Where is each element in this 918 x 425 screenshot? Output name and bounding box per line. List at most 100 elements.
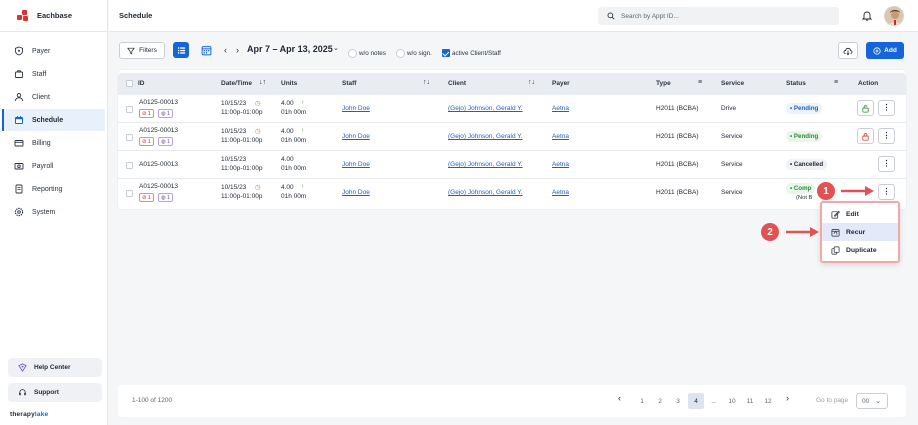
prev-week-icon[interactable]: ‹ xyxy=(224,45,227,55)
schedule-table: ID Date/Time ↓↑ Units Staff ↑↓ Client ↑↓… xyxy=(118,70,906,209)
sort-icon[interactable]: ↑↓ xyxy=(423,79,430,86)
col-action: Action xyxy=(858,80,879,87)
more-options-button[interactable]: ⋮ xyxy=(878,184,895,200)
menu-item-duplicate[interactable]: Duplicate xyxy=(822,241,898,259)
search-input[interactable] xyxy=(621,12,821,20)
table-row[interactable]: A0125-00013 10/15/23 11:00p-01:00p 4.00 … xyxy=(118,151,906,179)
col-datetime[interactable]: Date/Time xyxy=(221,80,252,87)
client-link[interactable]: (Gejo) Johnson, Gerald Y. xyxy=(448,189,523,196)
row-action-menu: Edit Recur Duplicate xyxy=(820,201,900,263)
error-badge: ⊘ 1 xyxy=(139,193,154,202)
client-link[interactable]: (Gejo) Johnson, Gerald Y. xyxy=(448,105,523,112)
support-label: Support xyxy=(34,389,59,396)
avatar[interactable] xyxy=(884,6,904,26)
table-row[interactable]: A0125-00013 ⊘ 1 ◍ 1 10/15/23 ◷ 11:00p-01:0… xyxy=(118,123,906,151)
sort-icon[interactable]: ↓↑ xyxy=(259,79,266,86)
col-id: ID xyxy=(138,80,145,87)
page-button[interactable]: 1 xyxy=(640,397,644,405)
page-button[interactable]: 2 xyxy=(658,397,662,405)
table-header: ID Date/Time ↓↑ Units Staff ↑↓ Client ↑↓… xyxy=(118,73,906,95)
select-all-checkbox[interactable] xyxy=(126,80,133,87)
payroll-icon xyxy=(14,163,24,170)
menu-item-edit[interactable]: Edit xyxy=(822,205,898,223)
client-link[interactable]: (Gejo) Johnson, Gerald Y. xyxy=(448,161,523,168)
sidebar-item-reporting[interactable]: Reporting xyxy=(2,178,105,200)
wo-sign-option[interactable]: w/o sign. xyxy=(396,49,432,58)
search-box[interactable] xyxy=(598,7,839,25)
client-link[interactable]: (Gejo) Johnson, Gerald Y. xyxy=(448,133,523,140)
unlock-icon xyxy=(862,104,869,113)
sidebar-item-payroll[interactable]: Payroll xyxy=(2,155,105,177)
more-options-button[interactable]: ⋮ xyxy=(878,128,895,144)
next-page-icon[interactable]: › xyxy=(786,393,789,403)
filters-button[interactable]: Filters xyxy=(119,42,165,59)
staff-link[interactable]: John Doe xyxy=(342,105,370,112)
wo-notes-option[interactable]: w/o notes xyxy=(348,49,386,58)
more-options-button[interactable]: ⋮ xyxy=(878,156,895,172)
help-center-button[interactable]: Help Center xyxy=(8,358,102,377)
calendar-view-button[interactable] xyxy=(198,42,214,58)
sidebar-item-staff[interactable]: Staff xyxy=(2,63,105,85)
sidebar-item-client[interactable]: Client xyxy=(2,86,105,108)
staff-link[interactable]: John Doe xyxy=(342,161,370,168)
appt-service: Service xyxy=(721,189,743,196)
search-icon xyxy=(607,12,615,20)
page-button[interactable]: 3 xyxy=(676,397,680,405)
sidebar-item-billing[interactable]: Billing xyxy=(2,132,105,154)
goto-page-select[interactable]: 00 ⌄ xyxy=(856,393,888,409)
payer-link[interactable]: Aetna xyxy=(552,161,569,168)
payer-link[interactable]: Aetna xyxy=(552,189,569,196)
sidebar-item-system[interactable]: System xyxy=(2,201,105,223)
col-service: Service xyxy=(721,80,745,87)
support-button[interactable]: Support xyxy=(8,383,102,402)
kebab-icon: ⋮ xyxy=(882,187,891,196)
list-view-button[interactable] xyxy=(173,42,189,58)
sort-icon[interactable]: ↑↓ xyxy=(528,79,535,86)
table-row[interactable]: A0125-00013 ⊘ 1 ◍ 1 10/15/23 ◷ 11:00p-01:0… xyxy=(118,95,906,123)
prev-page-icon[interactable]: ‹ xyxy=(618,393,621,403)
sidebar-item-schedule[interactable]: Schedule xyxy=(2,109,105,131)
row-checkbox[interactable] xyxy=(126,106,133,113)
clock-alert-icon: ◷ xyxy=(255,128,261,135)
staff-link[interactable]: John Doe xyxy=(342,189,370,196)
staff-link[interactable]: John Doe xyxy=(342,133,370,140)
date-range-label[interactable]: Apr 7 – Apr 13, 2025 xyxy=(247,44,333,54)
brand: Eachbase xyxy=(0,0,107,32)
filter-lines-icon[interactable]: ≡ xyxy=(834,79,839,86)
filter-lines-icon[interactable]: ≡ xyxy=(698,79,703,86)
col-units: Units xyxy=(281,80,298,87)
next-week-icon[interactable]: › xyxy=(236,45,239,55)
active-client-staff-option[interactable]: active Client/Staff xyxy=(442,49,501,57)
wo-sign-radio[interactable] xyxy=(396,49,405,58)
page-button[interactable]: 10 xyxy=(728,397,736,405)
lock-button[interactable] xyxy=(857,100,874,116)
payer-link[interactable]: Aetna xyxy=(552,105,569,112)
wo-notes-radio[interactable] xyxy=(348,49,357,58)
menu-item-recur[interactable]: Recur xyxy=(822,223,898,241)
help-icon xyxy=(18,363,27,372)
error-badge: ⊘ 1 xyxy=(139,109,154,118)
add-button[interactable]: Add xyxy=(866,42,904,59)
sidebar-item-payer[interactable]: Payer xyxy=(2,40,105,62)
active-client-staff-checkbox[interactable] xyxy=(442,49,450,57)
goto-page-value: 00 xyxy=(862,397,870,405)
more-options-button[interactable]: ⋮ xyxy=(878,100,895,116)
row-checkbox[interactable] xyxy=(126,162,133,169)
page-button[interactable]: 11 xyxy=(746,397,754,405)
appt-type: H2011 (BCBA) xyxy=(656,189,699,196)
recur-calendar-icon xyxy=(831,228,840,236)
payer-link[interactable]: Aetna xyxy=(552,133,569,140)
duplicate-icon xyxy=(831,246,840,254)
page-button-current[interactable]: 4 xyxy=(688,393,704,409)
lock-button[interactable] xyxy=(857,128,874,144)
pagination-info: 1-100 of 1200 xyxy=(132,397,173,404)
row-checkbox[interactable] xyxy=(126,134,133,141)
page-button[interactable]: 12 xyxy=(764,397,772,405)
chevron-down-icon[interactable]: ⌄ xyxy=(333,45,339,52)
download-button[interactable] xyxy=(838,42,858,59)
table-row[interactable]: A0125-00013 ⊘ 1 ◍ 1 10/15/23 ◷ 11:00p-01:0… xyxy=(118,179,906,207)
row-checkbox[interactable] xyxy=(126,190,133,197)
plus-circle-icon xyxy=(873,46,881,55)
bell-icon[interactable] xyxy=(862,10,872,21)
